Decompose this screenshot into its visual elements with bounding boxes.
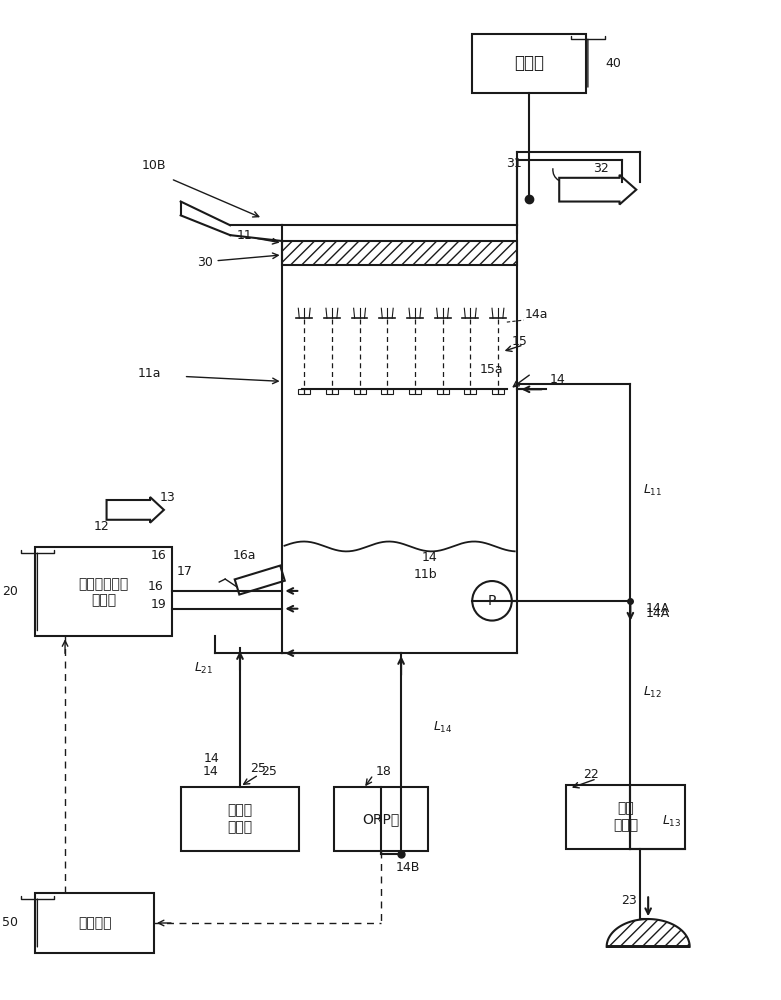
Text: 10B: 10B [142,159,166,172]
Text: 32: 32 [593,162,608,175]
Text: 23: 23 [622,894,637,907]
Text: 14: 14 [549,373,565,386]
FancyBboxPatch shape [566,785,685,849]
Text: 11: 11 [237,229,253,242]
Bar [437,389,448,394]
Text: 17: 17 [177,565,193,578]
Text: 控制装置: 控制装置 [78,916,112,930]
Text: 14A: 14A [645,607,669,620]
Text: $L_{21}$: $L_{21}$ [194,660,213,676]
FancyBboxPatch shape [334,787,428,851]
Text: 22: 22 [583,768,599,781]
Text: ORP计: ORP计 [362,812,399,826]
Bar [381,389,393,394]
Text: 25: 25 [261,765,276,778]
Text: 14A: 14A [645,602,669,615]
Text: 50: 50 [2,916,18,929]
Text: 16: 16 [151,549,167,562]
Text: $L_{13}$: $L_{13}$ [662,814,681,829]
Bar [283,241,517,265]
Text: 15: 15 [512,335,528,348]
FancyBboxPatch shape [473,34,586,93]
Text: 14: 14 [422,551,437,564]
Text: 11b: 11b [414,568,437,581]
Polygon shape [235,566,285,595]
Bar [298,389,310,394]
Text: 11a: 11a [137,367,161,380]
Text: 14a: 14a [525,308,548,321]
Text: 13: 13 [160,491,176,504]
Text: 14: 14 [204,752,219,765]
Text: 30: 30 [198,256,213,269]
Text: 19: 19 [151,598,167,611]
FancyBboxPatch shape [35,893,154,953]
Text: 固液
分离机: 固液 分离机 [613,802,638,832]
Bar [492,389,504,394]
Text: 16: 16 [148,580,164,593]
Text: 15a: 15a [480,363,504,376]
Text: 吸收液
供给部: 吸收液 供给部 [227,804,252,834]
Polygon shape [559,175,637,204]
Text: 还原性添加剂
供给部: 还原性添加剂 供给部 [78,577,129,607]
Bar [465,389,476,394]
Text: P: P [488,594,496,608]
Text: 14: 14 [202,765,218,778]
Text: 25: 25 [250,762,266,775]
FancyBboxPatch shape [180,787,299,851]
Text: $L_{11}$: $L_{11}$ [644,483,662,498]
Text: 18: 18 [376,765,391,778]
Text: 水银计: 水银计 [514,54,544,72]
Bar [354,389,366,394]
Bar [326,389,338,394]
Text: 12: 12 [94,520,109,533]
FancyBboxPatch shape [35,547,172,636]
Text: $L_{12}$: $L_{12}$ [644,685,662,700]
Text: 20: 20 [2,585,18,598]
Bar [409,389,421,394]
Text: $L_{14}$: $L_{14}$ [433,720,452,735]
Text: 16a: 16a [233,549,257,562]
Text: 14B: 14B [396,861,420,874]
Polygon shape [607,919,690,947]
Polygon shape [106,497,164,523]
Text: 31: 31 [506,157,522,170]
Text: 40: 40 [606,57,622,70]
